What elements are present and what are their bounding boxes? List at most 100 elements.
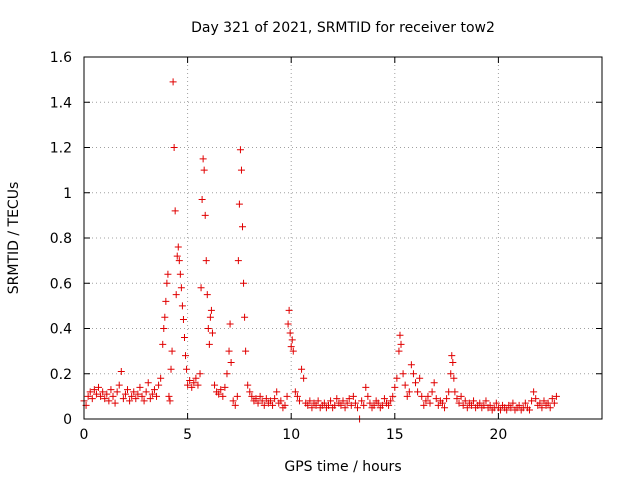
data-point: [171, 207, 179, 215]
data-point: [476, 399, 484, 407]
data-point: [550, 399, 558, 407]
data-point: [162, 297, 170, 305]
data-point: [496, 406, 504, 414]
data-point: [366, 399, 374, 407]
data-point: [207, 306, 215, 314]
data-point: [115, 381, 123, 389]
data-point: [324, 401, 332, 409]
data-point: [351, 399, 359, 407]
y-tick-label: 0.6: [50, 276, 72, 292]
data-point: [236, 146, 244, 154]
data-point: [182, 352, 190, 360]
data-point: [252, 395, 260, 403]
data-point: [101, 395, 109, 403]
data-point: [389, 392, 397, 400]
axis-ticks: 0 5 10 15 20 0 0.2 0.4 0.6 0.8 1 1.2 1.4 1.6: [50, 50, 602, 443]
data-point: [223, 370, 231, 378]
data-point: [84, 392, 92, 400]
data-point: [407, 361, 415, 369]
y-tick-label: 0.2: [50, 367, 72, 383]
data-point: [244, 381, 252, 389]
data-point: [380, 395, 388, 403]
data-point: [184, 381, 192, 389]
grid-lines: [84, 57, 602, 419]
y-tick-label: 0.4: [50, 322, 72, 338]
data-point: [148, 390, 156, 398]
data-points: [80, 78, 560, 423]
data-point: [412, 379, 420, 387]
data-point: [155, 381, 163, 389]
data-point: [203, 291, 211, 299]
data-point: [240, 279, 248, 287]
data-point: [459, 401, 467, 409]
data-point: [128, 392, 136, 400]
data-point: [455, 399, 463, 407]
data-point: [370, 401, 378, 409]
data-point: [536, 399, 544, 407]
data-point: [174, 243, 182, 251]
data-point: [399, 370, 407, 378]
data-point: [447, 370, 455, 378]
x-tick-label: 5: [183, 427, 192, 443]
data-point: [291, 388, 299, 396]
data-point: [492, 399, 500, 407]
data-point: [204, 325, 212, 332]
data-point: [450, 374, 458, 382]
data-point: [159, 340, 167, 348]
y-tick-label: 1.6: [50, 50, 72, 66]
data-point: [286, 329, 294, 337]
data-point: [241, 313, 249, 321]
data-point: [160, 325, 168, 332]
data-point: [190, 379, 198, 387]
data-point: [509, 399, 517, 407]
data-point: [467, 401, 475, 409]
y-tick-label: 1: [63, 186, 72, 202]
data-point: [99, 388, 107, 396]
data-point: [142, 388, 150, 396]
data-point: [507, 404, 515, 412]
data-point: [130, 388, 138, 396]
data-point: [430, 379, 438, 387]
data-point: [314, 397, 322, 405]
data-point: [262, 395, 270, 403]
data-point: [226, 320, 234, 328]
data-point: [515, 401, 523, 409]
data-point: [194, 381, 202, 389]
data-point: [134, 390, 142, 398]
data-point: [167, 365, 175, 373]
data-point: [211, 381, 219, 389]
data-point: [540, 397, 548, 405]
data-point: [132, 395, 140, 403]
data-point: [111, 399, 119, 407]
data-point: [183, 365, 191, 373]
y-tick-label: 0: [63, 412, 72, 428]
data-point: [333, 395, 341, 403]
data-point: [548, 395, 556, 403]
data-point: [470, 397, 478, 405]
data-point: [445, 388, 453, 396]
data-point: [420, 401, 428, 409]
data-point: [180, 334, 188, 342]
data-point: [432, 395, 440, 403]
data-point: [438, 399, 446, 407]
data-point: [422, 397, 430, 405]
data-point: [202, 257, 210, 265]
data-point: [239, 223, 247, 231]
data-point: [343, 399, 351, 407]
data-point: [345, 395, 353, 403]
x-tick-label: 10: [282, 427, 300, 443]
data-point: [552, 392, 560, 400]
data-point: [385, 401, 393, 409]
data-point: [179, 315, 187, 323]
data-point: [281, 401, 289, 409]
data-point: [266, 397, 274, 405]
data-point: [201, 211, 209, 219]
data-point: [449, 358, 457, 366]
data-point: [387, 397, 395, 405]
data-point: [403, 392, 411, 400]
data-point: [254, 399, 262, 407]
data-point: [215, 390, 223, 398]
data-point: [414, 388, 422, 396]
data-point: [441, 404, 449, 412]
data-point: [90, 386, 98, 394]
